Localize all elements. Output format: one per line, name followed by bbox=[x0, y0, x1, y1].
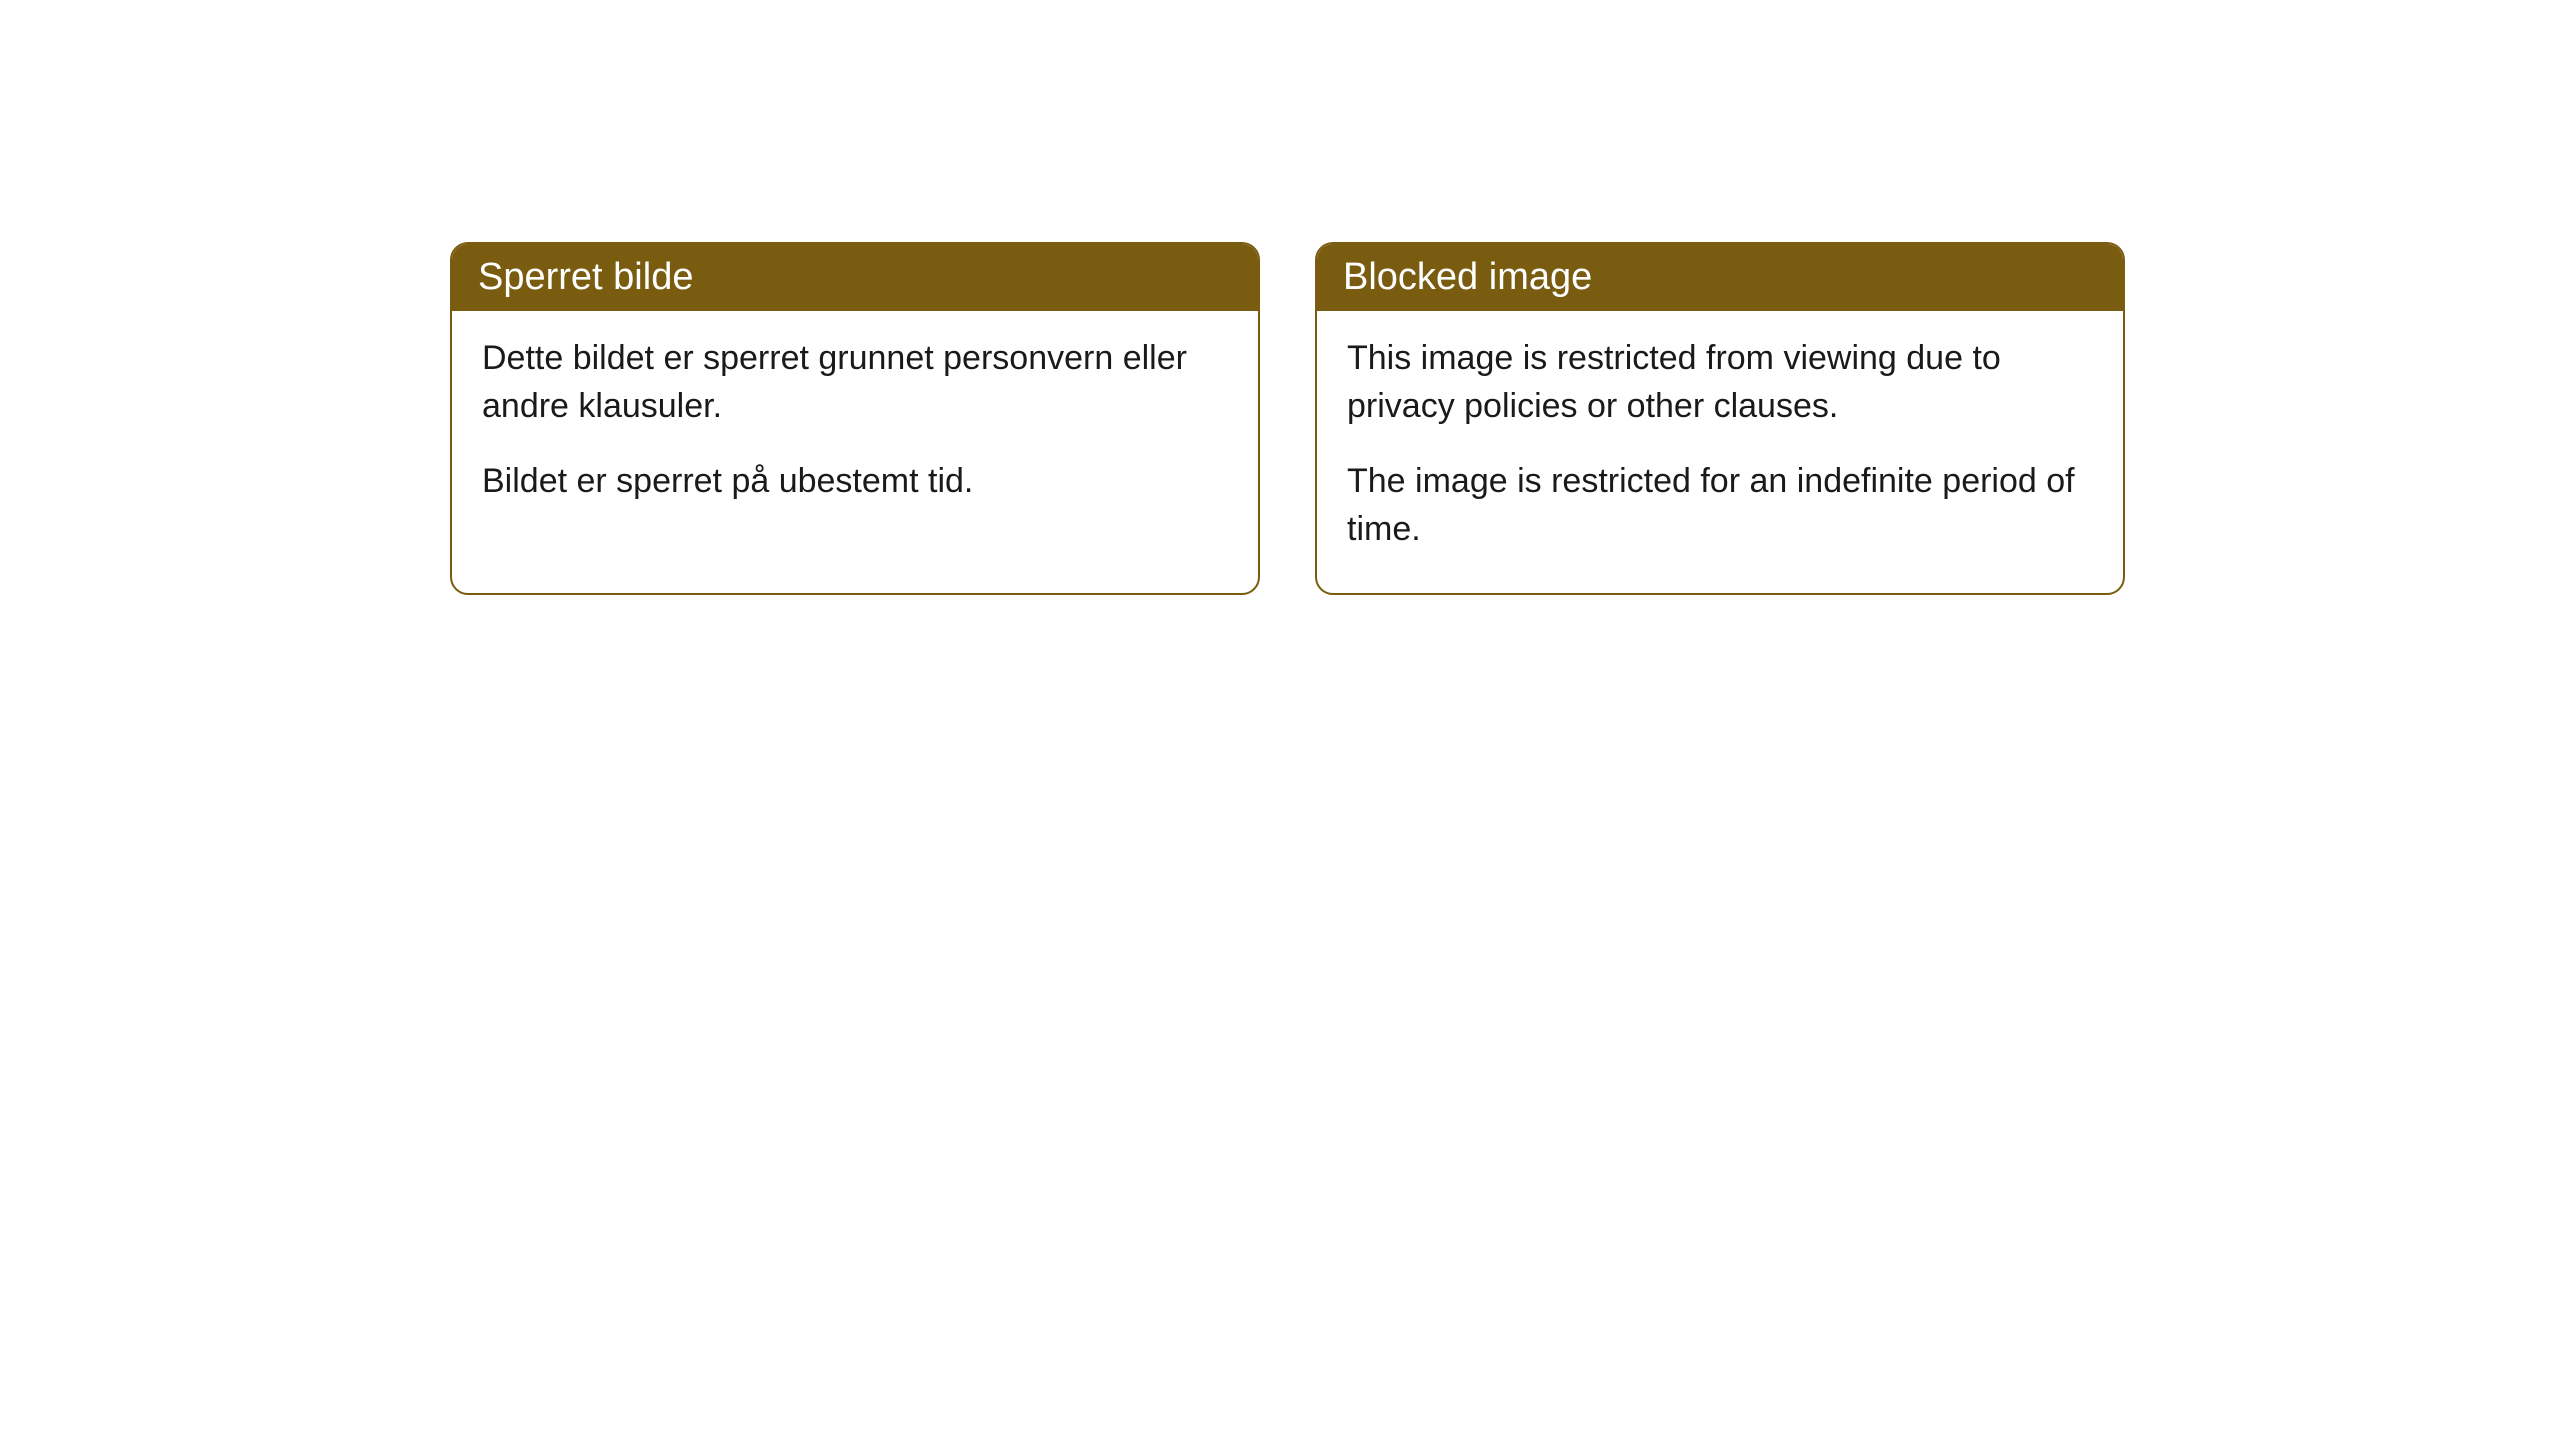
card-paragraph: This image is restricted from viewing du… bbox=[1347, 335, 2093, 430]
blocked-image-card-english: Blocked image This image is restricted f… bbox=[1315, 242, 2125, 595]
card-body-norwegian: Dette bildet er sperret grunnet personve… bbox=[452, 311, 1258, 546]
card-header-norwegian: Sperret bilde bbox=[452, 244, 1258, 311]
card-body-english: This image is restricted from viewing du… bbox=[1317, 311, 2123, 593]
blocked-image-card-norwegian: Sperret bilde Dette bildet er sperret gr… bbox=[450, 242, 1260, 595]
card-paragraph: Dette bildet er sperret grunnet personve… bbox=[482, 335, 1228, 430]
card-title: Sperret bilde bbox=[478, 256, 693, 298]
card-title: Blocked image bbox=[1343, 256, 1592, 298]
notice-cards-container: Sperret bilde Dette bildet er sperret gr… bbox=[450, 242, 2125, 595]
card-paragraph: The image is restricted for an indefinit… bbox=[1347, 458, 2093, 553]
card-paragraph: Bildet er sperret på ubestemt tid. bbox=[482, 458, 1228, 506]
card-header-english: Blocked image bbox=[1317, 244, 2123, 311]
